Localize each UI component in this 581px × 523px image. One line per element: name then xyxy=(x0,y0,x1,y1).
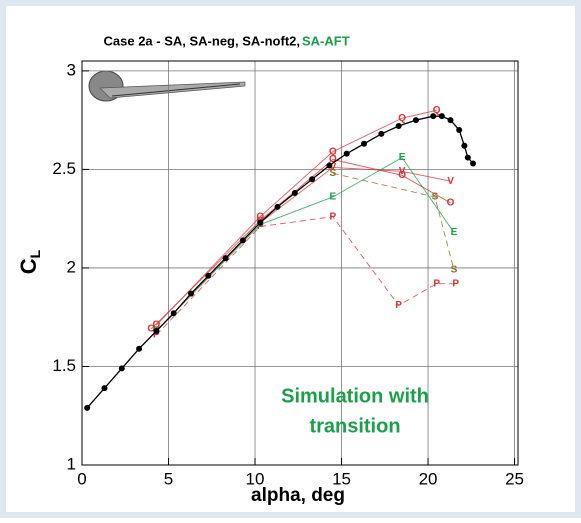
data-point xyxy=(412,117,419,124)
data-point-letter: P xyxy=(153,330,160,341)
data-point xyxy=(309,176,316,183)
aircraft-icon xyxy=(88,70,246,102)
data-point-letter: O xyxy=(447,198,455,209)
chart-title-highlight: SA-AFT xyxy=(302,33,350,48)
data-point xyxy=(274,203,281,210)
data-point xyxy=(464,154,471,161)
data-point-letter: S xyxy=(330,168,337,179)
chart-title: Case 2a - SA, SA-neg, SA-noft2, xyxy=(104,33,300,48)
y-axis-label-sub: L xyxy=(27,249,43,258)
x-axis-label: alpha, deg xyxy=(251,485,345,506)
data-point xyxy=(153,327,160,334)
series-line xyxy=(156,216,456,336)
data-point xyxy=(84,404,91,411)
y-axis-label-main: C xyxy=(16,258,41,274)
data-point xyxy=(456,126,463,133)
data-point-letter: E xyxy=(451,227,458,238)
data-point-letter: O xyxy=(329,154,337,165)
data-point xyxy=(188,290,194,297)
y-tick-label: 2.5 xyxy=(52,159,76,178)
data-point xyxy=(101,385,108,392)
data-point xyxy=(447,117,454,124)
data-point-letter: E xyxy=(399,152,406,163)
data-point-letter: E xyxy=(330,192,337,203)
data-point-letter: Q xyxy=(329,146,337,157)
data-point xyxy=(430,113,437,120)
data-point-letter: P xyxy=(433,278,440,289)
annotation: transition xyxy=(309,415,400,437)
data-point xyxy=(361,140,368,147)
x-tick-label: 20 xyxy=(419,469,438,488)
data-point-letter: P xyxy=(257,221,264,232)
data-point-letter: O xyxy=(147,324,155,335)
data-point xyxy=(257,219,264,226)
data-point-letter: S xyxy=(432,192,439,203)
data-point xyxy=(343,150,350,157)
data-point-letter: V xyxy=(399,166,406,177)
data-point xyxy=(118,365,125,372)
data-point-letter: Q xyxy=(153,320,161,331)
data-point xyxy=(291,190,298,197)
data-point-letter: O xyxy=(398,170,406,181)
y-tick-label: 1.5 xyxy=(52,356,76,375)
data-point-letter: V xyxy=(447,176,454,187)
x-tick-label: 5 xyxy=(164,469,173,488)
y-axis-label: CL xyxy=(16,249,43,274)
x-tick-label: 10 xyxy=(246,469,265,488)
data-point xyxy=(170,310,177,317)
data-point-letter: Q xyxy=(256,211,264,222)
data-point xyxy=(438,113,445,120)
data-point xyxy=(461,142,468,149)
data-point-letter: P xyxy=(395,300,402,311)
annotation: Simulation with xyxy=(281,385,429,407)
data-point-letter: S xyxy=(451,265,458,276)
data-point xyxy=(395,123,402,130)
x-tick-label: 15 xyxy=(332,469,351,488)
data-point xyxy=(222,255,229,262)
data-point xyxy=(205,272,212,279)
data-point-letter: P xyxy=(330,211,337,222)
y-tick-label: 3 xyxy=(67,60,76,79)
data-point-letter: P xyxy=(452,278,459,289)
y-tick-label: 1 xyxy=(67,454,76,473)
data-point-letter: V xyxy=(330,162,337,173)
data-point-letter: Q xyxy=(433,105,441,116)
data-point xyxy=(470,160,477,167)
y-tick-label: 2 xyxy=(67,257,76,276)
plot-frame xyxy=(81,60,519,466)
x-tick-label: 0 xyxy=(77,469,86,488)
series-line xyxy=(156,109,437,326)
data-point xyxy=(378,130,385,137)
x-tick-label: 25 xyxy=(505,469,524,488)
data-point xyxy=(136,345,143,352)
data-point xyxy=(326,162,333,169)
series-line xyxy=(332,172,455,271)
data-point-letter: Q xyxy=(398,113,406,124)
data-point xyxy=(239,237,246,244)
